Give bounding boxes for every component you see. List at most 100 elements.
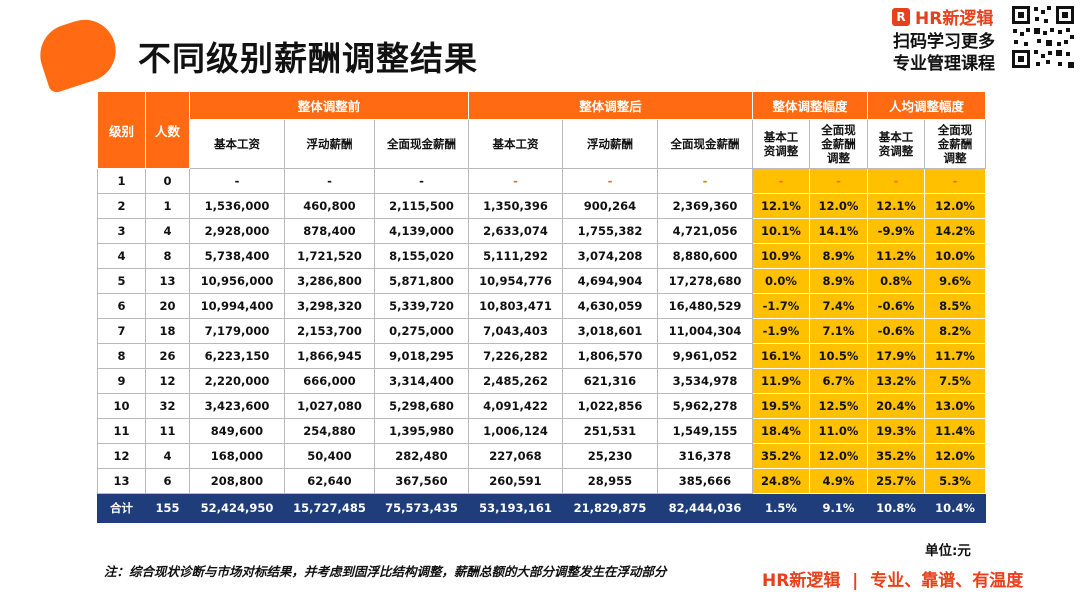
table-cell: 14.1%: [808, 218, 869, 244]
table-cell: 13: [145, 268, 190, 294]
table-cell: 19.5%: [752, 393, 810, 419]
table-cell: 0.8%: [867, 268, 926, 294]
table-cell: 0.0%: [752, 268, 810, 294]
table-cell: 8,155,020: [374, 243, 469, 269]
table-cell: 3,534,978: [657, 368, 753, 394]
table-cell: 32: [145, 393, 190, 419]
table-cell: 900,264: [562, 193, 658, 219]
table-cell: 6: [97, 293, 146, 319]
table-cell: 17,278,680: [657, 268, 753, 294]
header-float-after: 浮动薪酬: [562, 119, 658, 169]
table-cell: 4: [145, 218, 190, 244]
table-cell: 2,928,000: [189, 218, 285, 244]
table-cell: 10.5%: [808, 343, 869, 369]
table-cell: 12.0%: [808, 193, 869, 219]
table-cell: 6.7%: [808, 368, 869, 394]
table-row: 7 18 7,179,000 2,153,700 0,275,000 7,043,403 3…: [97, 318, 987, 344]
table-cell: 168,000: [189, 443, 285, 469]
qr-code-icon[interactable]: [1010, 4, 1076, 70]
table-cell: -0.6%: [867, 293, 926, 319]
table-cell: 14.2%: [924, 218, 987, 244]
table-cell: -: [468, 168, 563, 194]
table-cell: 2,220,000: [189, 368, 285, 394]
total-cell: 1.5%: [752, 493, 810, 523]
table-row: 13 6 208,800 62,640 367,560 260,591 28,955 385,…: [97, 468, 987, 494]
table-cell: 50,400: [284, 443, 375, 469]
table-cell: 878,400: [284, 218, 375, 244]
table-cell: 8.9%: [808, 268, 869, 294]
footnote: 注：综合现状诊断与市场对标结果，并考虑到固浮比结构调整，薪酬总额的大部分调整发生…: [104, 564, 667, 579]
table-cell: 11.0%: [808, 418, 869, 444]
table-cell: 12.5%: [808, 393, 869, 419]
table-cell: 1: [97, 168, 146, 194]
table-cell: 4: [145, 443, 190, 469]
table-row: 2 1 1,536,000 460,800 2,115,500 1,350,396 900,…: [97, 193, 987, 219]
table-cell: 16,480,529: [657, 293, 753, 319]
table-cell: 28,955: [562, 468, 658, 494]
table-cell: 7,226,282: [468, 343, 563, 369]
table-cell: 6,223,150: [189, 343, 285, 369]
brand-logo-icon: R: [892, 7, 910, 26]
table-cell: -: [284, 168, 375, 194]
table-cell: 8,880,600: [657, 243, 753, 269]
table-cell: 11.9%: [752, 368, 810, 394]
table-cell: 11.7%: [924, 343, 987, 369]
table-cell: 1,866,945: [284, 343, 375, 369]
header-percap-total-adj: 全面现金薪酬调整: [924, 119, 987, 169]
header-overall-total-adj: 全面现金薪酬调整: [808, 119, 869, 169]
table-cell: 35.2%: [752, 443, 810, 469]
table-cell: -9.9%: [867, 218, 926, 244]
table-cell: 849,600: [189, 418, 285, 444]
table-cell: 7.1%: [808, 318, 869, 344]
header-percap-base-adj: 基本工资调整: [867, 119, 926, 169]
table-cell: 4,091,422: [468, 393, 563, 419]
table-cell: -: [752, 168, 810, 194]
table-cell: 18: [145, 318, 190, 344]
table-cell: 11: [97, 418, 146, 444]
table-cell: 16.1%: [752, 343, 810, 369]
table-cell: 8.9%: [808, 243, 869, 269]
table-cell: 4,694,904: [562, 268, 658, 294]
footer-slogan: HR新逻辑 | 专业、靠谱、有温度: [762, 571, 1024, 591]
decorative-blob: [32, 11, 124, 95]
table-cell: 9: [97, 368, 146, 394]
table-cell: 19.3%: [867, 418, 926, 444]
table-cell: 3,423,600: [189, 393, 285, 419]
table-cell: -: [189, 168, 285, 194]
scan-text-line1: 扫码学习更多: [893, 32, 995, 52]
table-row: 4 8 5,738,400 1,721,520 8,155,020 5,111,292 3,…: [97, 243, 987, 269]
table-cell: 12.1%: [867, 193, 926, 219]
table-cell: 3,074,208: [562, 243, 658, 269]
table-cell: 8: [145, 243, 190, 269]
salary-table: 级别 人数 整体调整前 整体调整后 整体调整幅度 人均调整幅度 基本工资 浮动薪…: [97, 91, 987, 523]
header-group-percap-pct: 人均调整幅度: [867, 91, 987, 120]
table-cell: 2,153,700: [284, 318, 375, 344]
table-row: 5 13 10,956,000 3,286,800 5,871,800 10,954,77…: [97, 268, 987, 294]
scan-text-line2: 专业管理课程: [893, 54, 995, 74]
total-cell: 合计: [97, 493, 146, 523]
header-overall-base-adj: 基本工资调整: [752, 119, 810, 169]
table-cell: 4.9%: [808, 468, 869, 494]
table-cell: -0.6%: [867, 318, 926, 344]
total-cell: 155: [145, 493, 190, 523]
table-cell: 9,961,052: [657, 343, 753, 369]
table-cell: -: [867, 168, 926, 194]
table-cell: 6: [145, 468, 190, 494]
brand-header: R HR新逻辑: [892, 4, 993, 29]
table-cell: 1,536,000: [189, 193, 285, 219]
table-cell: 3,286,800: [284, 268, 375, 294]
table-cell: 11: [145, 418, 190, 444]
table-cell: 3,298,320: [284, 293, 375, 319]
table-cell: 282,480: [374, 443, 469, 469]
table-cell: 7,179,000: [189, 318, 285, 344]
table-cell: 35.2%: [867, 443, 926, 469]
table-cell: 4,721,056: [657, 218, 753, 244]
table-cell: 10,954,776: [468, 268, 563, 294]
total-cell: 82,444,036: [657, 493, 753, 523]
table-cell: 2,485,262: [468, 368, 563, 394]
table-cell: 12: [145, 368, 190, 394]
table-cell: 7,043,403: [468, 318, 563, 344]
table-cell: 2,115,500: [374, 193, 469, 219]
table-cell: 5,111,292: [468, 243, 563, 269]
total-cell: 21,829,875: [562, 493, 658, 523]
